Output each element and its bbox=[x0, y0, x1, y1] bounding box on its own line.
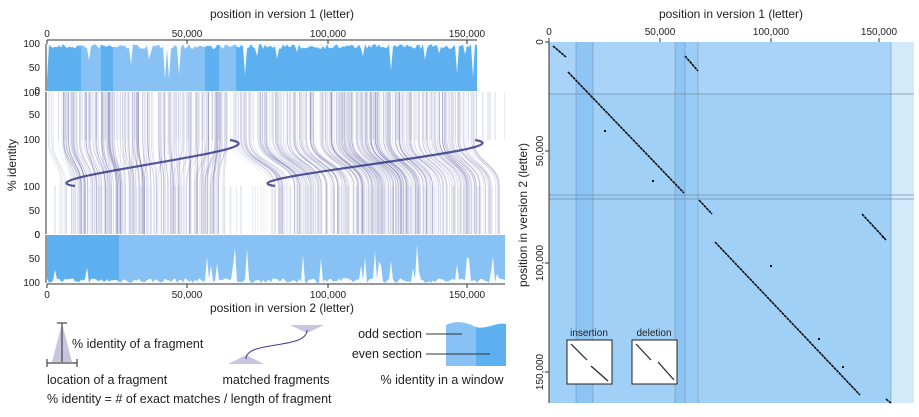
right-x-ticks: 0 50,000 100,000 150,000 bbox=[546, 27, 898, 42]
frag-top-tick-100-a: 100 bbox=[23, 88, 40, 99]
right-y-tick-0: 0 bbox=[535, 39, 546, 45]
left-bottom-tick-0: 0 bbox=[44, 290, 50, 301]
tw-tick-100: 100 bbox=[23, 39, 40, 50]
bottom-window-identity-band bbox=[47, 235, 505, 283]
legend-formula: % identity = # of exact matches / length… bbox=[47, 392, 332, 406]
left-panel: position in version 1 (letter) position … bbox=[5, 7, 505, 315]
left-top-tick-150000: 150,000 bbox=[449, 29, 486, 40]
right-x-tick-0: 0 bbox=[546, 27, 552, 38]
inset-deletion-label: deletion bbox=[636, 328, 671, 339]
top-window-identity-band bbox=[47, 44, 477, 91]
left-bottom-x-ticks: 0 50,000 100,000 150,000 bbox=[44, 283, 505, 301]
frag-bottom-tick-0: 0 bbox=[34, 230, 40, 241]
left-y-axis-label: % identity bbox=[5, 139, 19, 191]
fragment-glyph-icon bbox=[46, 322, 78, 367]
right-y-tick-100000: 100,000 bbox=[535, 244, 546, 281]
bw-tick-100: 100 bbox=[23, 278, 40, 289]
top-window-y-ticks: 100 50 0 bbox=[23, 39, 47, 97]
left-top-tick-50000: 50,000 bbox=[172, 29, 203, 40]
legend-fragment-location: location of a fragment bbox=[47, 373, 168, 387]
legend-fragment-identity: % identity of a fragment bbox=[72, 337, 204, 351]
frag-bottom-tick-100: 100 bbox=[23, 182, 40, 193]
fragment-links bbox=[48, 92, 505, 234]
dotplot-noise-dots bbox=[604, 130, 884, 368]
right-x-tick-100000: 100,000 bbox=[753, 27, 790, 38]
right-x-tick-150000: 150,000 bbox=[861, 27, 898, 38]
matched-fragments-icon bbox=[228, 325, 324, 364]
legend-even-section: even section bbox=[352, 347, 422, 361]
right-x-tick-50000: 50,000 bbox=[645, 27, 676, 38]
left-top-tick-0: 0 bbox=[44, 29, 50, 40]
right-y-tick-150000: 150,000 bbox=[535, 353, 546, 390]
window-identity-icon bbox=[426, 322, 506, 366]
fragment-y-ticks: 100 50 100 100 50 0 bbox=[23, 88, 47, 241]
tw-tick-50: 50 bbox=[29, 63, 41, 74]
legend-matched: matched fragments bbox=[223, 373, 330, 387]
dotplot-matches bbox=[552, 45, 892, 404]
left-top-x-ticks: 0 50,000 100,000 150,000 bbox=[44, 29, 486, 44]
frag-top-tick-100-b: 100 bbox=[23, 135, 40, 146]
bw-tick-50: 50 bbox=[29, 254, 41, 265]
inset-insertion-label: insertion bbox=[570, 328, 608, 339]
right-y-tick-50000: 50,000 bbox=[535, 135, 546, 166]
right-panel: position in version 1 (letter) position … bbox=[516, 7, 914, 404]
left-bottom-tick-50000: 50,000 bbox=[172, 290, 203, 301]
left-bottom-axis-label: position in version 2 (letter) bbox=[210, 301, 354, 315]
tw-tick-0: 0 bbox=[34, 86, 40, 97]
legend-odd-section: odd section bbox=[358, 327, 422, 341]
left-top-tick-100000: 100,000 bbox=[310, 29, 347, 40]
bw-tick-0: 0 bbox=[34, 230, 40, 241]
legend-window-identity: % identity in a window bbox=[381, 373, 505, 387]
inset-insertion: insertion bbox=[566, 328, 613, 385]
right-top-axis-label: position in version 1 (letter) bbox=[659, 7, 803, 21]
right-y-ticks: 0 50,000 100,000 150,000 bbox=[535, 39, 549, 390]
bottom-window-y-ticks: 0 50 100 bbox=[23, 230, 47, 289]
left-top-axis-label: position in version 1 (letter) bbox=[210, 7, 354, 21]
frag-bottom-tick-50: 50 bbox=[29, 206, 41, 217]
left-bottom-tick-100000: 100,000 bbox=[310, 290, 347, 301]
left-bottom-tick-150000: 150,000 bbox=[449, 290, 486, 301]
right-y-axis-label: position in version 2 (letter) bbox=[516, 143, 530, 287]
dotplot-background bbox=[548, 42, 914, 403]
frag-top-tick-50: 50 bbox=[29, 110, 41, 121]
inset-deletion: deletion bbox=[631, 328, 678, 385]
legend: % identity of a fragment location of a f… bbox=[46, 322, 506, 406]
